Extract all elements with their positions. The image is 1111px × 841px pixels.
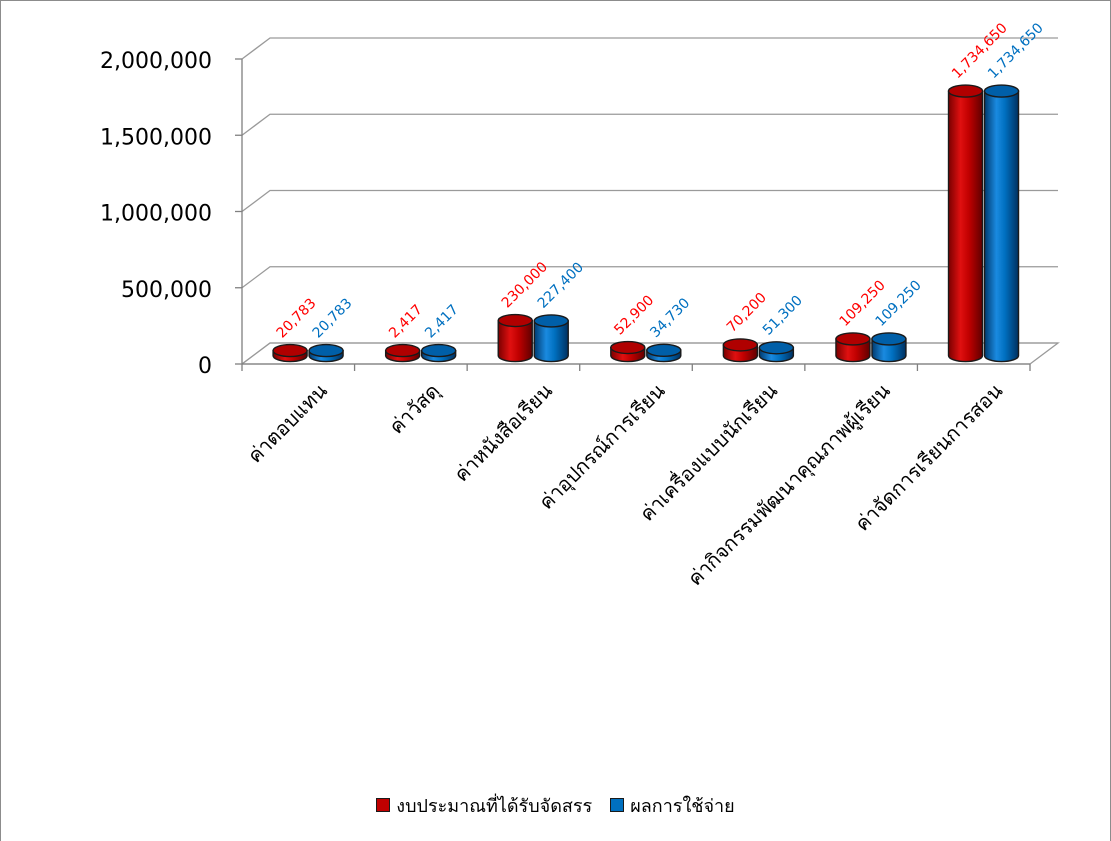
gridline (241, 37, 1058, 60)
bar-allocated (947, 84, 984, 363)
bar-top (308, 343, 344, 358)
legend-label-spent: ผลการใช้จ่าย (630, 795, 735, 817)
bar-spent (308, 343, 344, 363)
bar-body (533, 320, 569, 363)
data-label: 2,417 (386, 302, 426, 342)
bar-allocated (384, 343, 421, 363)
y-tick-label: 0 (198, 354, 212, 379)
x-tick-label: ค่าวัสดุ (384, 379, 445, 440)
legend: งบประมาณที่ได้รับจัดสรร ผลการใช้จ่าย (0, 790, 1111, 820)
bar-top (835, 332, 871, 346)
bar-top (983, 84, 1020, 98)
bar-spent (420, 343, 457, 363)
legend-swatch-blue (610, 798, 625, 812)
bar-top (871, 332, 907, 346)
bar-top (758, 341, 795, 355)
legend-item-spent: ผลการใช้จ่าย (610, 791, 735, 820)
bar-allocated (497, 313, 533, 363)
legend-label-allocated: งบประมาณที่ได้รับจัดสรร (396, 795, 593, 817)
bar-top (610, 340, 646, 355)
bar-top (646, 343, 682, 358)
bar-top (947, 84, 984, 98)
bar-allocated (835, 332, 871, 363)
y-tick-label: 500,000 (121, 278, 212, 303)
bar-allocated (272, 343, 308, 363)
gridline (241, 189, 1058, 213)
x-tick-label: ค่ากิจกรรมพัฒนาคุณภาพผู้เรียน (683, 378, 896, 591)
bar-top (497, 313, 533, 328)
bar-spent (983, 84, 1020, 363)
bar-top (420, 343, 457, 358)
x-tick-label: ค่าหนังสือเรียน (449, 378, 557, 486)
bar-spent (871, 332, 907, 363)
legend-swatch-red (376, 798, 391, 812)
bar-spent (533, 314, 569, 363)
y-tick-label: 1,500,000 (100, 125, 212, 150)
bar-spent (758, 341, 795, 363)
y-tick-label: 2,000,000 (100, 49, 212, 74)
bar-top (722, 338, 759, 352)
bar-body (947, 90, 984, 363)
y-tick-label: 1,000,000 (100, 202, 212, 227)
bar-allocated (722, 338, 759, 363)
bar-top (533, 314, 569, 328)
bar-spent (646, 343, 682, 363)
legend-item-allocated: งบประมาณที่ได้รับจัดสรร (376, 791, 592, 820)
data-label: 2,417 (422, 302, 462, 342)
bar-body (497, 319, 533, 363)
bar-allocated (610, 340, 646, 363)
gridline (241, 266, 1058, 289)
data-label: 20,783 (310, 295, 356, 341)
bar-top (272, 343, 308, 358)
x-tick-label: ค่าตอบแทน (243, 378, 332, 467)
bar-top (384, 343, 421, 358)
gridline (241, 113, 1058, 136)
bar-body (983, 90, 1020, 363)
